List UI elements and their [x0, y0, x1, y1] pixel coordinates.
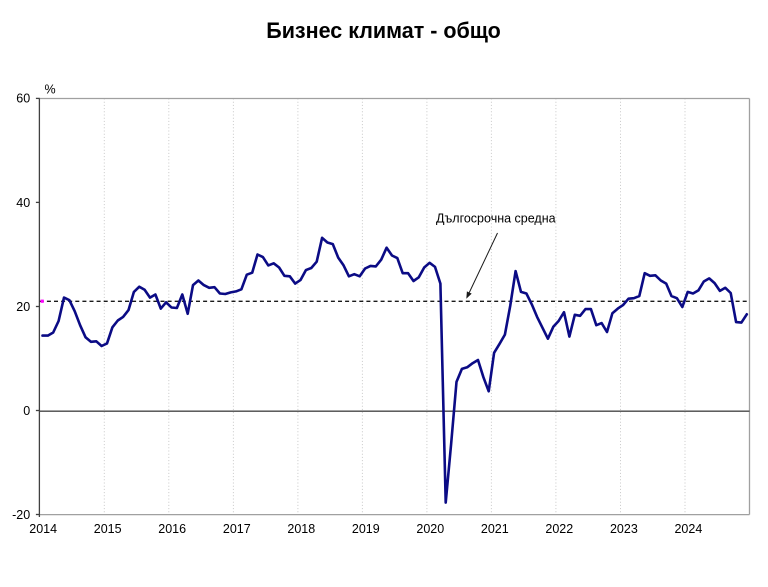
svg-text:2017: 2017: [223, 522, 251, 536]
svg-text:0: 0: [23, 404, 30, 418]
svg-text:Дългосрочна средна: Дългосрочна средна: [436, 212, 556, 226]
svg-text:Бизнес климат - общо: Бизнес климат - общо: [266, 18, 501, 43]
svg-text:2019: 2019: [352, 522, 380, 536]
svg-text:2020: 2020: [416, 522, 444, 536]
svg-text:40: 40: [16, 196, 30, 210]
svg-text:2014: 2014: [29, 522, 57, 536]
svg-text:2022: 2022: [545, 522, 573, 536]
svg-text:2021: 2021: [481, 522, 509, 536]
svg-text:2024: 2024: [674, 522, 702, 536]
svg-text:2016: 2016: [158, 522, 186, 536]
svg-text:-20: -20: [12, 508, 30, 522]
svg-text:2023: 2023: [610, 522, 638, 536]
svg-text:60: 60: [16, 92, 30, 106]
svg-text:2018: 2018: [287, 522, 315, 536]
svg-text:2015: 2015: [94, 522, 122, 536]
svg-text:%: %: [45, 83, 56, 97]
svg-text:20: 20: [16, 300, 30, 314]
